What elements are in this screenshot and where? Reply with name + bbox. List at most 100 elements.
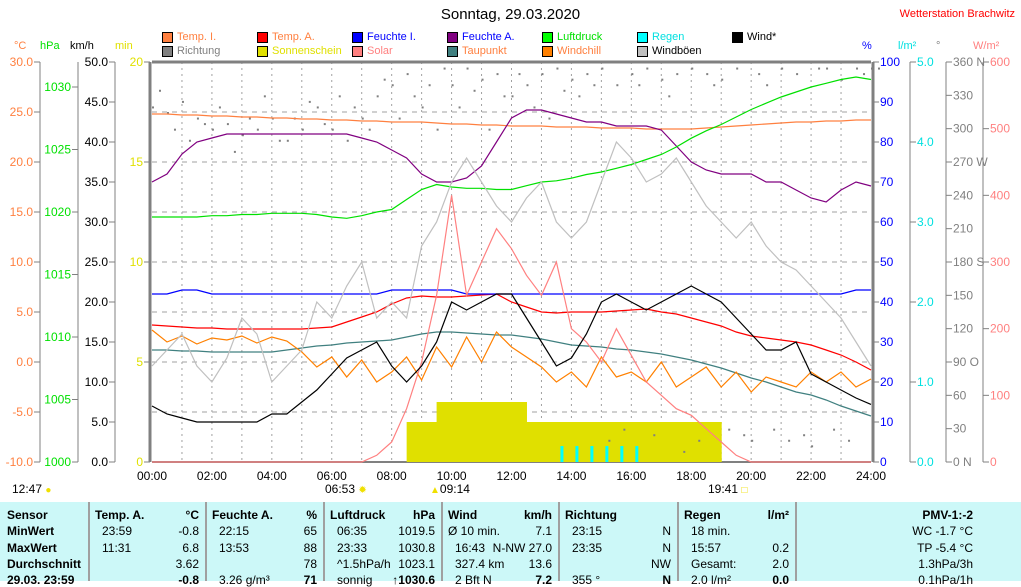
column-unit: hPa — [412, 508, 435, 522]
x-tick-label: 16:00 — [616, 469, 646, 483]
cell-value: 2.0 — [772, 557, 789, 571]
rain-axis-unit: l/m² — [898, 40, 917, 52]
wind-tick-label: 5.0 — [91, 415, 108, 429]
humidity-tick-label: 70 — [880, 175, 894, 189]
temp-tick-label: 0.0 — [16, 355, 33, 369]
sensor-row-label: MaxWert — [7, 541, 57, 555]
cell-value: NW — [651, 557, 671, 571]
x-tick-label: 22:00 — [796, 469, 826, 483]
direction-tick-label: 120 — [953, 322, 973, 336]
direction-point — [593, 84, 596, 87]
cell-label: Ø 10 min. — [448, 524, 501, 538]
column-header: Richtung — [565, 508, 617, 522]
direction-point — [376, 95, 379, 98]
pmv-row: 0.1hPa/1h — [918, 573, 973, 587]
series-taupunkt-line — [152, 331, 872, 417]
sunshine-bar — [601, 422, 617, 462]
direction-point — [391, 84, 394, 87]
cell-value: -0.8 — [178, 524, 199, 538]
solar-tick-label: 200 — [990, 322, 1010, 336]
direction-point — [466, 67, 469, 70]
direction-point — [698, 439, 701, 442]
sunshine-bar — [676, 422, 692, 462]
sunshine-bar — [706, 422, 722, 462]
sunshine-bar — [586, 422, 602, 462]
legend-swatch — [352, 31, 363, 43]
rain-tick-label: 0.0 — [917, 455, 934, 469]
direction-point — [488, 128, 491, 131]
wind-tick-label: 30.0 — [85, 215, 109, 229]
cell-label: 3.26 g/m³ — [219, 573, 270, 587]
pmv-row: 1.3hPa/3h — [918, 557, 973, 571]
pressure-tick-label: 1020 — [44, 205, 71, 219]
column-unit: l/m² — [767, 508, 789, 522]
humidity-tick-label: 90 — [880, 95, 894, 109]
cell-label: Gesamt: — [691, 557, 737, 571]
legend-label: Wind* — [747, 31, 777, 43]
weather-chart: -10.0-5.00.05.010.015.020.025.030.010001… — [6, 55, 1011, 483]
direction-point — [803, 434, 806, 437]
sunshine-bar — [421, 422, 438, 462]
wind-tick-label: 20.0 — [85, 295, 109, 309]
direction-point — [211, 128, 214, 131]
direction-point — [331, 128, 334, 131]
humidity-tick-label: 30 — [880, 335, 894, 349]
column-header: Temp. A. — [95, 508, 145, 522]
direction-point — [233, 150, 236, 153]
marker-time: 09:14 — [439, 482, 470, 496]
direction-point — [683, 450, 686, 453]
direction-point — [758, 73, 761, 76]
temp-tick-label: -10.0 — [6, 455, 34, 469]
pressure-tick-label: 1015 — [44, 268, 71, 282]
sunrise-icon: ✹ — [358, 485, 367, 496]
direction-tick-label: 210 — [953, 222, 973, 236]
direction-tick-label: 30 — [953, 422, 967, 436]
moonrise-icon: ▲ — [430, 485, 440, 496]
temp-tick-label: 10.0 — [10, 255, 34, 269]
direction-point — [278, 139, 281, 142]
column-unit: % — [306, 508, 317, 522]
direction-point — [443, 67, 446, 70]
direction-point — [623, 428, 626, 431]
direction-point — [848, 439, 851, 442]
legend-swatch — [447, 31, 458, 43]
legend-label: Solar — [367, 45, 393, 57]
cell-label: 2 Bft N — [455, 573, 492, 587]
rain-bar — [605, 446, 609, 462]
wind-tick-label: 25.0 — [85, 255, 109, 269]
cell-value: 0.0 — [772, 573, 789, 587]
statistics-table: Sensor MinWert MaxWert Durchschnitt 29.03. 2… — [0, 502, 1021, 587]
legend-swatch — [542, 31, 553, 43]
pressure-axis-unit: hPa — [40, 40, 60, 52]
direction-point — [728, 428, 731, 431]
series-temp-a-line — [151, 293, 872, 371]
cell-label: 06:35 — [337, 524, 368, 538]
sunshine-bar — [451, 402, 468, 462]
sensor-row-label: 29.03. 23:59 — [7, 573, 75, 587]
rain-tick-label: 5.0 — [917, 55, 934, 69]
series-windchill-line — [151, 329, 872, 393]
direction-point — [241, 134, 244, 137]
time-marker: ▲09:14 — [430, 482, 470, 496]
series-temp-i-line — [152, 113, 871, 130]
sensor-row-label: Durchschnitt — [7, 557, 82, 571]
sunshine-bar — [556, 422, 572, 462]
legend-item: Feuchte A. — [447, 31, 515, 43]
direction-point — [368, 128, 371, 131]
direction-point — [616, 84, 619, 87]
station-name: Wetterstation Brachwitz — [899, 8, 1015, 20]
direction-tick-label: 60 — [953, 388, 967, 402]
wind-axis-unit: km/h — [70, 40, 94, 52]
legend-item: Luftdruck — [542, 31, 602, 43]
direction-point — [451, 84, 454, 87]
direction-tick-label: 0 N — [953, 455, 972, 469]
marker-time: 19:41 — [708, 482, 739, 496]
cell-value: 7.1 — [535, 524, 552, 538]
direction-point — [226, 123, 229, 126]
rain-tick-label: 3.0 — [917, 215, 934, 229]
legend-item: Sonnenschein — [257, 45, 342, 57]
sunshine-bar — [646, 422, 662, 462]
sunshine-bar — [496, 402, 512, 462]
legend-item: Temp. I. — [162, 31, 216, 43]
column-unit: km/h — [523, 508, 552, 522]
